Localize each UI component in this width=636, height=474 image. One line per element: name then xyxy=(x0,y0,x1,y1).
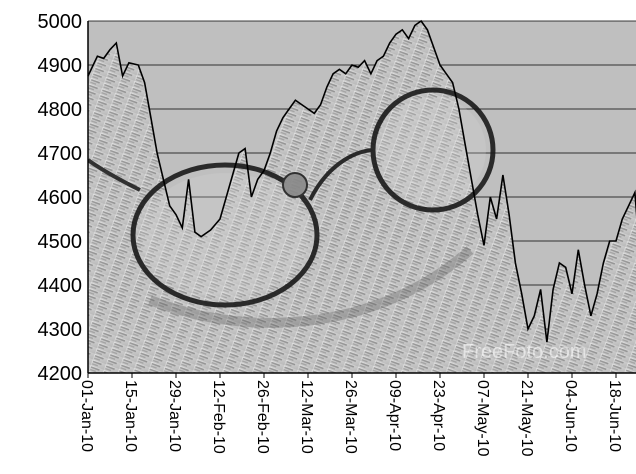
x-tick-label: 09-Apr-10 xyxy=(386,380,403,451)
x-tick-label: 21-May-10 xyxy=(518,380,535,457)
series-line xyxy=(87,19,636,343)
series-area xyxy=(88,21,636,373)
x-tick-label: 12-Feb-10 xyxy=(210,380,227,454)
x-tick-label: 26-Feb-10 xyxy=(254,380,271,454)
y-tick-label: 4300 xyxy=(38,319,83,341)
x-tick-label: 23-Apr-10 xyxy=(430,380,447,451)
y-tick-label: 5000 xyxy=(38,11,83,33)
watermark-text: FreeFoto.com xyxy=(462,341,586,363)
x-tick-label: 29-Jan-10 xyxy=(166,380,183,452)
y-tick-label: 4700 xyxy=(38,143,83,165)
x-tick-label: 18-Jun-10 xyxy=(606,380,623,452)
x-tick-label: 12-Mar-10 xyxy=(298,380,315,454)
glasses-photo-decoration xyxy=(88,87,496,328)
x-tick-label: 15-Jan-10 xyxy=(122,380,139,452)
x-tick-label: 04-Jun-10 xyxy=(562,380,579,452)
x-tick-label: 01-Jan-10 xyxy=(78,380,95,452)
y-tick-label: 4400 xyxy=(38,275,83,297)
y-tick-label: 4200 xyxy=(38,363,83,385)
x-tick-label: 26-Mar-10 xyxy=(342,380,359,454)
y-tick-label: 4900 xyxy=(38,55,83,77)
y-tick-labels: 4200 4300 4400 4500 4600 4700 4800 4900 5000 xyxy=(38,11,83,385)
y-tick-label: 4500 xyxy=(38,231,83,253)
y-tick-label: 4600 xyxy=(38,187,83,209)
x-tick-labels: 01-Jan-10 15-Jan-10 29-Jan-10 12-Feb-10 26-F… xyxy=(78,373,623,457)
x-tick-label: 07-May-10 xyxy=(474,380,491,457)
y-tick-label: 4800 xyxy=(38,99,83,121)
